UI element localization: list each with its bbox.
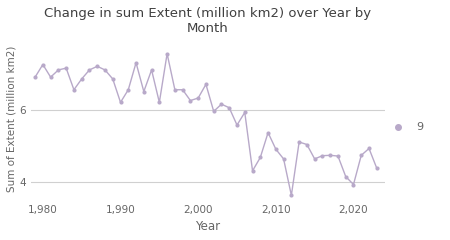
X-axis label: Year: Year [195, 220, 220, 233]
Title: Change in sum Extent (million km2) over Year by
Month: Change in sum Extent (million km2) over … [44, 7, 371, 35]
Text: 9: 9 [416, 122, 423, 132]
Y-axis label: Sum of Extent (million km2): Sum of Extent (million km2) [7, 45, 17, 192]
